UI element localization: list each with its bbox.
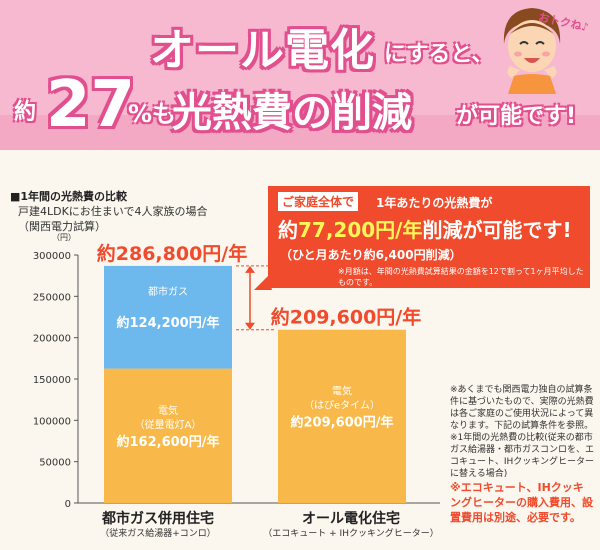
callout-pointer-icon [254, 276, 272, 290]
footnotes: ※あくまでも関西電力独自の試算条件に基づいたもので、実際の光熱費は各ご家庭のご使… [450, 384, 594, 525]
bar-segment-value-label: 約162,600円/年 [117, 434, 220, 450]
headline-percent: 27 [46, 68, 136, 142]
y-tick-label: 200000 [33, 334, 71, 345]
callout-suffix: 削減が可能です! [422, 218, 572, 242]
bar-total-label: 約286,800円/年 [97, 242, 247, 265]
savings-callout: ご家庭全体で 1年あたりの光熱費が 約77,200円/年削減が可能です! （ひと… [268, 186, 590, 288]
y-tick-label: 150000 [33, 375, 71, 386]
headline-main: オール電化 [150, 25, 375, 76]
y-axis-unit: （円） [52, 233, 76, 242]
callout-tag: ご家庭全体で [278, 192, 359, 211]
callout-approx: 約 [278, 218, 298, 242]
headline-approx: 約 [14, 100, 37, 125]
savings-arrow-down-icon [245, 322, 255, 330]
y-tick-label: 250000 [33, 292, 71, 303]
banner-band [0, 115, 600, 150]
bar-segment [104, 265, 232, 369]
headline-suffix: にすると、 [384, 42, 494, 67]
callout-footnote: ※月額は、年間の光熱費試算結果の金額を12で割って1ヶ月平均したものです。 [338, 267, 584, 287]
footnote-2: ※1年間の光熱費の比較(従来の都市ガス給湯器・都市ガスコンロを、エコキュート、I… [450, 433, 595, 479]
bar-segment [104, 368, 232, 503]
callout-amount: 77,200円/年 [298, 218, 423, 242]
y-tick-label: 300000 [33, 251, 71, 262]
bar-segment-name: 都市ガス [148, 285, 188, 298]
bar-segment-name: 電気 [332, 384, 352, 397]
category-sublabel-all-electric-house: （エコキュート + IHクッキングヒーター） [263, 529, 439, 539]
woman-illustration-icon [503, 8, 561, 94]
bar-segment-subname: （従量電灯A） [135, 418, 202, 431]
headline-reduction: 光熱費の削減 [172, 90, 412, 136]
bar-total-label: 約209,600円/年 [271, 306, 421, 329]
section-title: ■1年間の光熱費の比較 [10, 190, 128, 203]
category-label-all-electric-house: オール電化住宅 [302, 511, 400, 527]
y-tick-label: 0 [65, 499, 71, 510]
callout-monthly: （ひと月あたり約6,400円削減） [280, 248, 462, 262]
section-source: （関西電力試算） [18, 220, 106, 233]
category-sublabel-gas-house: （従来ガス給湯器+コンロ） [100, 529, 216, 539]
section-subtitle: 戸建4LDKにお住まいで4人家族の場合 [18, 205, 208, 218]
bar-segment-name: 電気 [158, 404, 178, 417]
footnote-3: ※エコキュート、IHクッキングヒーターの購入費用、設置費用は別途、必要です。 [450, 481, 593, 524]
category-label-gas-house: 都市ガス併用住宅 [102, 511, 214, 527]
bar-segment-value-label: 約209,600円/年 [291, 414, 394, 430]
bar-segment [278, 329, 406, 503]
bar-segment-value-label: 約124,200円/年 [117, 315, 220, 331]
callout-lead: 1年あたりの光熱費が [376, 196, 493, 210]
headline-tail: が可能です! [456, 104, 577, 129]
callout-headline: 約77,200円/年削減が可能です! [278, 214, 572, 243]
y-tick-label: 50000 [39, 458, 71, 469]
bar-segment-subname: （はぴeタイム） [304, 399, 380, 411]
y-tick-label: 100000 [33, 416, 71, 427]
savings-arrow-up-icon [245, 265, 255, 273]
header-banner: オール電化 にすると、 約 27 %も 光熱費の削減 が可能です! おトクね♪ [0, 0, 600, 150]
footnote-1: ※あくまでも関西電力独自の試算条件に基づいたもので、実際の光熱費は各ご家庭のご使… [450, 385, 594, 431]
headline-percent-symbol: %も [128, 100, 177, 128]
